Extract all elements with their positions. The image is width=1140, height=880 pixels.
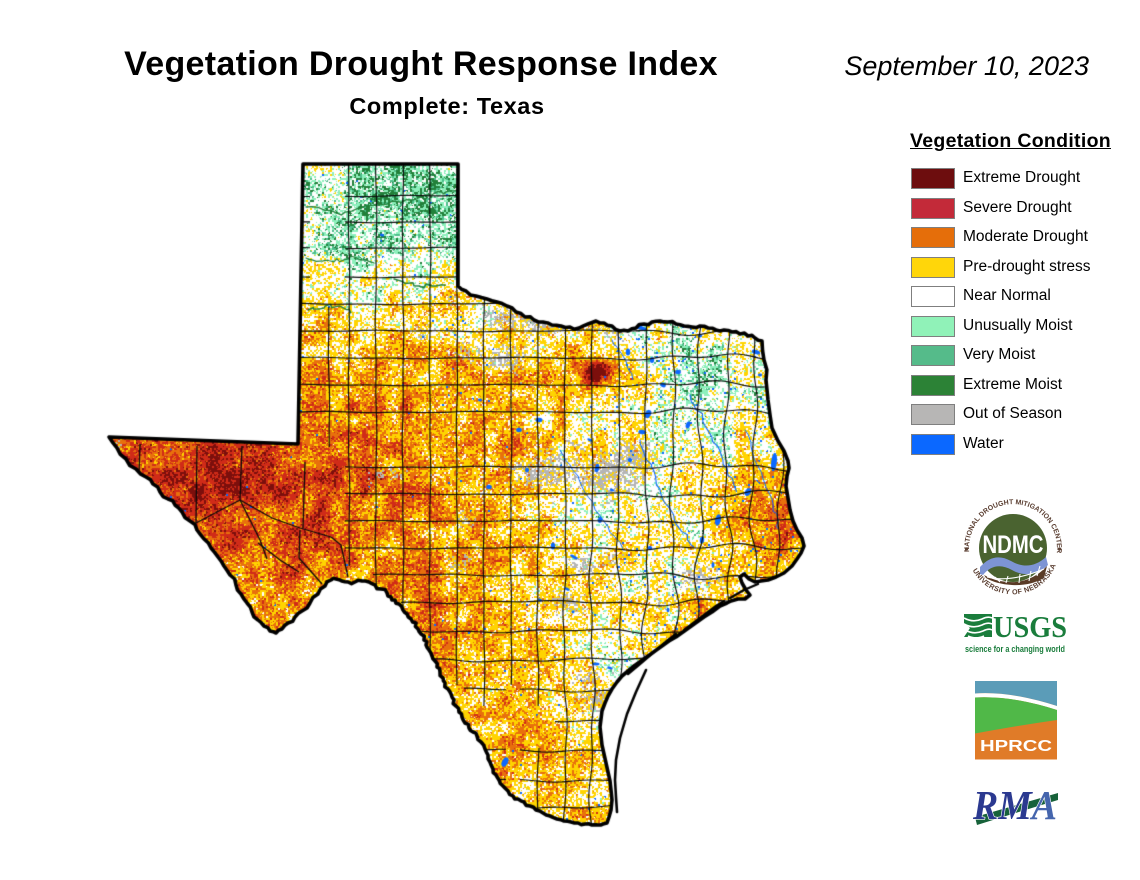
svg-text:RMA: RMA — [972, 782, 1057, 828]
svg-text:science for a changing world: science for a changing world — [965, 644, 1065, 654]
svg-text:HPRCC: HPRCC — [980, 738, 1053, 755]
svg-text:NDMC: NDMC — [983, 531, 1044, 559]
svg-text:USGS: USGS — [993, 609, 1067, 644]
